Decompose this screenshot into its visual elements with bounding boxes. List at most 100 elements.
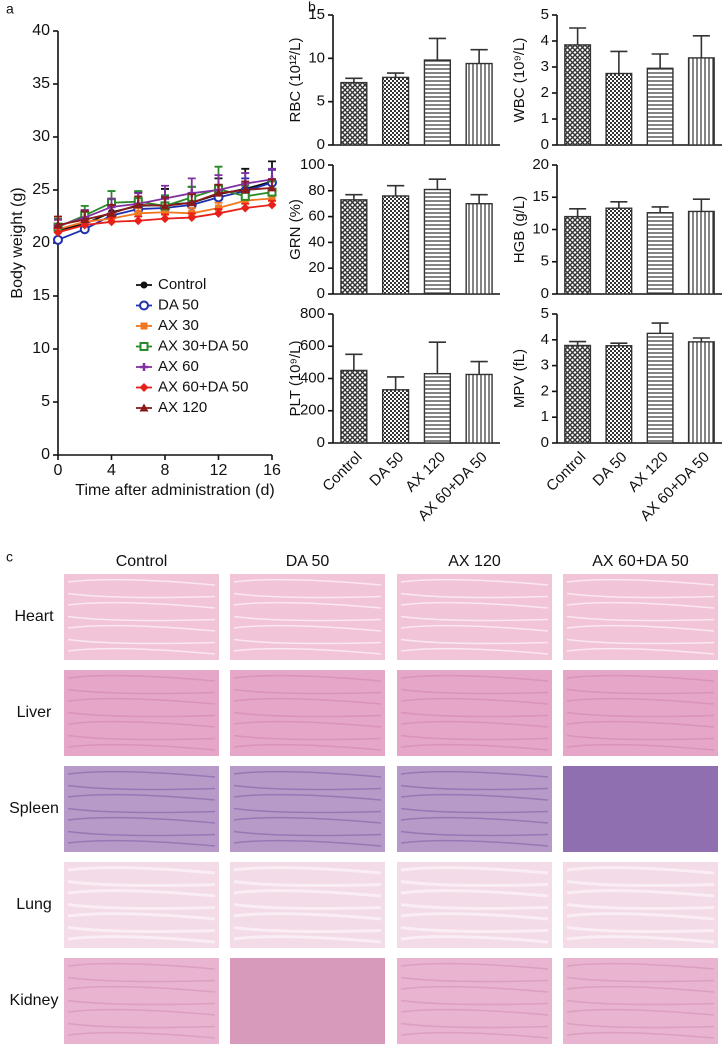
tissue-texture — [67, 962, 216, 970]
marker — [240, 185, 250, 194]
error-bar — [386, 376, 405, 390]
error-bar — [345, 77, 363, 83]
x-axis-title: Time after administration (d) — [75, 482, 274, 499]
y-tick-label: 15 — [32, 287, 50, 304]
marker — [139, 300, 149, 311]
tissue-texture — [67, 711, 216, 718]
marker — [134, 209, 142, 217]
tissue-texture — [233, 889, 382, 898]
tissue-texture — [566, 624, 715, 632]
tissue-texture — [233, 688, 382, 695]
tissue-texture — [233, 926, 382, 933]
tissue-texture — [233, 1008, 382, 1016]
y-tick-label: 4 — [541, 331, 549, 348]
marker — [107, 217, 116, 227]
error-bar — [470, 48, 488, 64]
error-bar — [610, 50, 628, 74]
tissue-texture — [233, 743, 382, 751]
row-label: Liver — [17, 704, 52, 721]
y-axis-title: RBC (10¹²/L) — [287, 37, 304, 122]
tissue-texture — [400, 638, 549, 645]
marker — [139, 383, 149, 392]
tissue-texture — [67, 770, 216, 778]
histology-image — [397, 766, 552, 852]
marker — [107, 208, 116, 217]
histology-image — [563, 958, 718, 1044]
tissue-texture — [233, 866, 382, 875]
y-tick-label: 200 — [300, 402, 325, 419]
marker — [187, 213, 197, 223]
y-tick-label: 0 — [317, 285, 325, 302]
histology-image — [563, 670, 718, 756]
y-tick-label: 30 — [32, 128, 50, 145]
marker — [240, 203, 250, 213]
y-tick-label: 400 — [300, 369, 325, 386]
marker — [214, 188, 223, 197]
tissue-texture — [400, 578, 549, 586]
y-tick-label: 80 — [308, 182, 325, 199]
bar — [687, 57, 715, 146]
error-bar — [470, 193, 488, 204]
x-tick-label: Control — [543, 449, 589, 495]
tissue-texture — [566, 962, 715, 970]
tissue-texture — [566, 793, 715, 801]
tissue-texture — [400, 615, 549, 622]
row-label: Heart — [14, 608, 54, 625]
bar — [605, 345, 633, 444]
tissue-texture — [400, 592, 549, 599]
tissue-texture — [233, 880, 382, 887]
tissue-texture — [233, 839, 382, 847]
error-bar — [651, 53, 669, 69]
y-tick-label: 600 — [300, 337, 325, 354]
error-bar — [386, 184, 405, 196]
tissue-texture — [566, 816, 715, 824]
tissue-texture — [566, 889, 715, 898]
tissue-texture — [233, 592, 382, 599]
tissue-texture — [400, 880, 549, 887]
tissue-texture — [67, 638, 216, 645]
tissue-texture — [400, 720, 549, 728]
histology-image — [230, 862, 385, 948]
tissue-texture — [233, 615, 382, 622]
error-bar — [651, 206, 669, 213]
tissue-texture — [233, 1022, 382, 1029]
error-bar — [569, 208, 587, 217]
error-bar — [345, 353, 363, 371]
tissue-texture — [67, 697, 216, 705]
tissue-texture — [400, 601, 549, 609]
bar — [687, 210, 715, 295]
x-tick-label: Control — [319, 449, 365, 495]
tissue-texture — [566, 999, 715, 1006]
marker — [133, 216, 143, 226]
tissue-texture — [400, 688, 549, 695]
y-tick-label: 5 — [541, 6, 549, 23]
tissue-texture — [566, 688, 715, 695]
error-bar — [345, 193, 363, 200]
marker — [267, 183, 277, 192]
tissue-texture — [566, 770, 715, 778]
legend-label: AX 60 — [158, 358, 199, 375]
error-bar — [692, 35, 710, 58]
tissue-texture — [233, 793, 382, 801]
y-tick-label: 10 — [532, 220, 549, 237]
marker — [268, 194, 276, 202]
y-tick-label: 10 — [308, 49, 325, 66]
y-axis-title: GRN (%) — [287, 199, 304, 260]
tissue-texture — [67, 866, 216, 875]
tissue-texture — [566, 674, 715, 682]
y-tick-label: 20 — [532, 156, 549, 173]
bar — [340, 81, 368, 146]
marker — [80, 215, 90, 224]
bar — [605, 207, 633, 295]
marker — [160, 214, 170, 224]
bar — [564, 215, 592, 295]
tissue-texture — [67, 830, 216, 837]
histology-image — [397, 574, 552, 660]
histology-image — [230, 670, 385, 756]
tissue-texture — [566, 638, 715, 645]
tissue-texture — [67, 935, 216, 944]
bar — [340, 199, 368, 295]
y-tick-label: 5 — [541, 305, 549, 322]
y-tick-label: 60 — [308, 208, 325, 225]
